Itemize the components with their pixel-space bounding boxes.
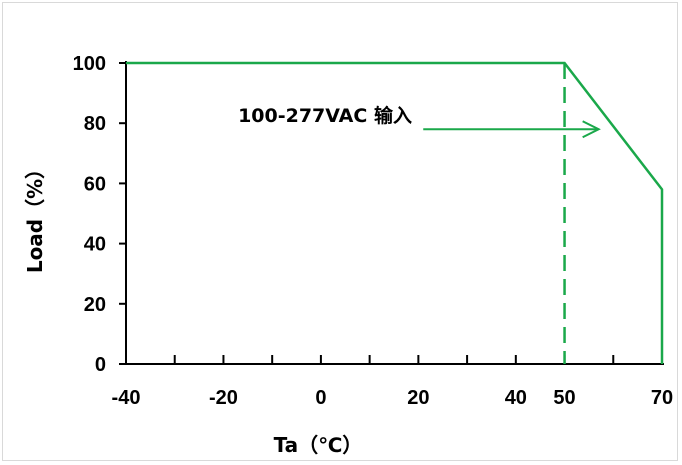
plot-area xyxy=(126,61,664,364)
x-tick-label: 40 xyxy=(505,387,527,409)
y-tick-label: 60 xyxy=(84,173,106,195)
y-axis-title: Load（%） xyxy=(23,159,47,273)
annotation-label: 100-277VAC 输入 xyxy=(238,104,412,127)
annotation-arrow-head xyxy=(582,120,601,139)
axes xyxy=(125,61,664,365)
x-tick-label: 50 xyxy=(553,387,575,409)
y-tick-label: 100 xyxy=(73,53,106,75)
x-tick-label: -40 xyxy=(112,387,141,409)
x-tick-label: 70 xyxy=(651,387,673,409)
ticks xyxy=(119,62,663,365)
y-tick-label: 0 xyxy=(95,354,106,376)
x-tick-label: -20 xyxy=(209,387,238,409)
y-tick-label: 20 xyxy=(84,294,106,316)
x-tick-label: 20 xyxy=(407,387,429,409)
chart-frame xyxy=(2,2,678,461)
x-tick-label: 0 xyxy=(315,387,326,409)
y-tick-label: 80 xyxy=(84,113,106,135)
x-axis-title: Ta（℃） xyxy=(274,433,363,457)
derating-curve xyxy=(126,61,664,364)
labels: 0 20 40 60 80 100 -40 -20 0 20 40 50 70 100-277VAC 输入 xyxy=(73,53,674,409)
y-tick-label: 40 xyxy=(84,234,106,256)
